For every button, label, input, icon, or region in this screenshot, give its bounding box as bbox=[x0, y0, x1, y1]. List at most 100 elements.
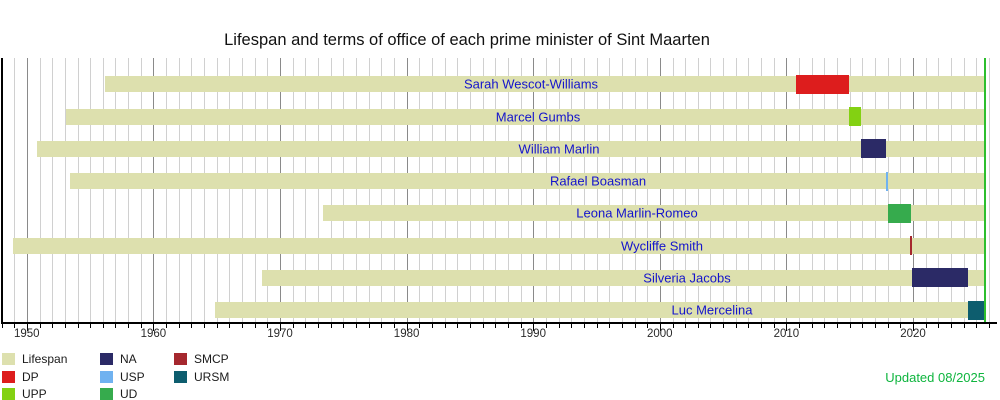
gridline-decade bbox=[406, 58, 408, 322]
lifespan-bar bbox=[105, 76, 985, 93]
axis-tick-minor bbox=[685, 324, 687, 328]
axis-tick-minor bbox=[115, 324, 117, 328]
gridline bbox=[837, 58, 838, 322]
axis-tick-minor bbox=[634, 324, 636, 328]
axis-tick-minor bbox=[178, 324, 180, 328]
axis-year-label: 1970 bbox=[267, 328, 293, 340]
gridline bbox=[495, 58, 497, 322]
gridline bbox=[621, 58, 623, 322]
axis-tick-minor bbox=[862, 324, 864, 328]
minister-name-label: Rafael Boasman bbox=[549, 173, 647, 189]
axis-tick-minor bbox=[507, 324, 509, 328]
axis-tick-major bbox=[786, 324, 788, 331]
gridline bbox=[963, 58, 965, 322]
gridline bbox=[571, 58, 573, 322]
gridline bbox=[469, 58, 471, 322]
gridline bbox=[672, 58, 674, 322]
axis-tick-minor bbox=[368, 324, 370, 328]
legend-swatch-smcp bbox=[174, 353, 187, 365]
gridline bbox=[393, 58, 395, 322]
term-bar-ursm bbox=[968, 300, 985, 320]
axis-year-label: 2000 bbox=[647, 328, 673, 340]
minister-name-label: Wycliffe Smith bbox=[621, 238, 703, 254]
axis-tick-minor bbox=[710, 324, 712, 328]
axis-tick-minor bbox=[723, 324, 725, 328]
axis-tick-minor bbox=[748, 324, 750, 328]
gridline bbox=[343, 58, 345, 322]
gridline bbox=[368, 58, 370, 322]
axis-tick-minor bbox=[469, 324, 471, 328]
gridline bbox=[77, 58, 79, 322]
axis-tick-minor bbox=[102, 324, 104, 328]
gridline bbox=[52, 58, 54, 322]
axis-tick-minor bbox=[381, 324, 383, 328]
axis-tick-minor bbox=[52, 324, 54, 328]
gridline-decade bbox=[26, 58, 28, 322]
axis-tick-minor bbox=[330, 324, 332, 328]
today-line bbox=[983, 58, 986, 322]
legend-label: UD bbox=[120, 387, 138, 400]
term-bar-usp bbox=[886, 171, 889, 191]
lifespan-bar bbox=[262, 269, 985, 286]
axis-tick-minor bbox=[596, 324, 598, 328]
lifespan-bar bbox=[69, 173, 985, 190]
axis-tick-minor bbox=[204, 324, 206, 328]
minister-name-label: Leona Marlin-Romeo bbox=[576, 205, 698, 221]
axis-tick-minor bbox=[14, 324, 16, 328]
gridline bbox=[115, 58, 117, 322]
axis-year-label: 1950 bbox=[14, 328, 40, 340]
gridline bbox=[356, 58, 357, 322]
gridline bbox=[229, 58, 231, 322]
axis-tick-minor bbox=[140, 324, 142, 328]
axis-tick-minor bbox=[647, 324, 649, 328]
axis-tick-major bbox=[659, 324, 661, 331]
term-bar-smcp bbox=[910, 236, 912, 256]
axis-tick-minor bbox=[166, 324, 168, 328]
gridline bbox=[64, 58, 66, 322]
minister-name-label: Marcel Gumbs bbox=[495, 109, 581, 125]
gridline bbox=[431, 58, 433, 322]
legend-label: URSM bbox=[194, 369, 230, 384]
axis-tick-minor bbox=[925, 324, 927, 328]
legend-label: Lifespan bbox=[22, 352, 68, 366]
lifespan-bar bbox=[66, 108, 985, 125]
gridline bbox=[14, 58, 16, 322]
axis-tick-minor bbox=[77, 324, 79, 328]
gridline bbox=[191, 58, 193, 322]
axis-tick-minor bbox=[583, 324, 585, 328]
updated-note: Updated 08/2025 bbox=[885, 370, 985, 385]
y-axis-line bbox=[0, 58, 3, 322]
axis-year-label: 1980 bbox=[393, 328, 420, 340]
gridline bbox=[128, 58, 130, 322]
axis-tick-minor bbox=[292, 324, 294, 328]
axis-tick-minor bbox=[254, 324, 256, 328]
axis-tick-minor bbox=[216, 324, 218, 328]
axis-tick-major bbox=[406, 324, 408, 331]
legend-swatch-ursm bbox=[174, 370, 187, 383]
axis-tick-minor bbox=[875, 324, 876, 328]
gridline bbox=[609, 58, 611, 322]
gridline bbox=[520, 58, 522, 322]
axis-tick-minor bbox=[229, 324, 231, 328]
axis-tick-minor bbox=[1, 324, 3, 328]
gridline bbox=[849, 58, 851, 322]
gridline-decade bbox=[786, 58, 788, 322]
axis-tick-minor bbox=[191, 324, 193, 328]
axis-tick-minor bbox=[963, 324, 965, 328]
axis-tick-minor bbox=[444, 324, 446, 328]
axis-tick-minor bbox=[837, 324, 838, 328]
axis-tick-major bbox=[533, 324, 535, 331]
axis-tick-minor bbox=[242, 324, 243, 328]
gridline bbox=[305, 58, 307, 322]
axis-tick-minor bbox=[482, 324, 484, 328]
axis-tick-minor bbox=[799, 324, 800, 328]
axis-tick-minor bbox=[267, 324, 269, 328]
lifespan-bar bbox=[12, 237, 985, 254]
axis-tick-major bbox=[26, 324, 28, 331]
axis-tick-minor bbox=[951, 324, 952, 328]
axis-tick-minor bbox=[849, 324, 851, 328]
axis-tick-minor bbox=[545, 324, 547, 328]
gridline bbox=[204, 58, 206, 322]
axis-tick-minor bbox=[305, 324, 307, 328]
lifespan-bar bbox=[323, 205, 985, 222]
